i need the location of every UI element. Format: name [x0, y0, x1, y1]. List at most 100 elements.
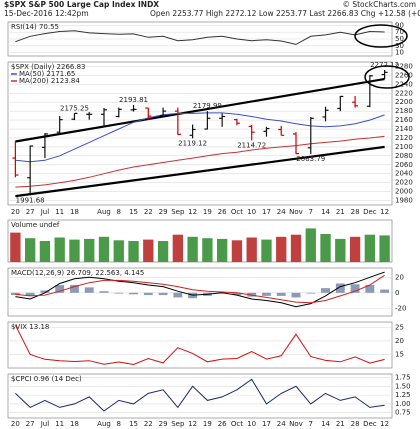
y-tick-label: 2280	[395, 62, 413, 70]
series-line	[15, 112, 385, 163]
histogram-bar	[306, 292, 316, 294]
y-tick-label: 2140	[395, 125, 413, 133]
y-tick-label: 90	[395, 21, 404, 29]
volume-bar	[335, 238, 346, 262]
volume-bar	[84, 238, 95, 262]
x-tick-label: 18	[70, 208, 79, 216]
y-tick-label: 2100	[395, 143, 413, 151]
y-tick-label: 0	[395, 289, 399, 297]
volume-bar	[216, 238, 228, 262]
volume-bar	[69, 239, 80, 262]
histogram-bar	[40, 290, 50, 293]
histogram-bar	[99, 291, 109, 293]
volume-bar	[143, 239, 154, 262]
x-tick-label: 10	[247, 420, 256, 428]
panel-frame	[7, 373, 393, 419]
histogram-bar	[25, 292, 35, 296]
histogram-bar	[321, 288, 330, 293]
y-tick-label: 2060	[395, 161, 413, 169]
x-tick-label: Oct	[231, 208, 243, 216]
x-tick-label: 15	[129, 208, 138, 216]
low-label: 2083.79	[296, 155, 325, 163]
y-tick-label: 2000	[395, 188, 413, 196]
panel-title: $SPX (Daily) 2266.83	[11, 63, 85, 71]
y-tick-label: 2200	[395, 98, 413, 106]
histogram-bar	[262, 292, 271, 296]
volume-bar	[172, 234, 184, 262]
x-tick-label: 10	[247, 208, 256, 216]
y-tick-label: 25	[395, 323, 404, 331]
y-tick-label: -20	[395, 304, 406, 312]
volume-bar	[320, 234, 331, 262]
volume-bar	[54, 237, 65, 262]
y-tick-label: 1.00	[395, 400, 411, 408]
high-label: 2193.81	[119, 96, 148, 104]
panel-title: MACD(12,26,9) 26.709, 22.563, 4.145	[11, 269, 144, 277]
y-tick-label: 20	[395, 273, 404, 281]
panel-frame	[7, 267, 393, 317]
x-tick-label: 22	[144, 420, 153, 428]
x-tick-label: 7	[309, 420, 313, 428]
x-tick-label: 20	[11, 208, 20, 216]
volume-bar	[349, 236, 361, 262]
histogram-bar	[291, 292, 301, 298]
series-line	[15, 271, 385, 308]
y-tick-label: 50	[395, 35, 404, 43]
volume-bar	[231, 240, 243, 262]
histogram-bar	[365, 285, 375, 293]
x-tick-label: 19	[203, 420, 212, 428]
x-tick-label: 26	[218, 420, 227, 428]
y-tick-label: 2220	[395, 89, 413, 97]
y-tick-label: 2160	[395, 116, 413, 124]
x-tick-label: 26	[218, 208, 227, 216]
histogram-bar	[55, 285, 65, 293]
volume-bar	[24, 238, 36, 262]
histogram-bar	[84, 287, 94, 293]
y-tick-label: 2260	[395, 71, 413, 79]
low-label: 2114.72	[237, 141, 266, 149]
volume-bar	[276, 236, 287, 262]
x-tick-label: Jul	[40, 208, 50, 216]
x-tick-label: 29	[159, 208, 168, 216]
x-tick-label: 12	[380, 208, 389, 216]
volume-bar	[379, 235, 390, 262]
x-tick-label: 12	[380, 420, 389, 428]
volume-bar	[128, 241, 139, 262]
x-tick-label: 14	[321, 420, 330, 428]
trend-line	[15, 145, 385, 198]
histogram-bar	[114, 292, 124, 294]
x-tick-label: 29	[159, 420, 168, 428]
x-tick-label: 12	[188, 420, 197, 428]
x-tick-label: 28	[351, 420, 360, 428]
x-tick-label: Jul	[40, 420, 50, 428]
highlight-circle	[354, 24, 408, 48]
x-tick-label: Sep	[171, 420, 185, 428]
y-tick-label: 2040	[395, 170, 413, 178]
volume-bar	[246, 237, 257, 262]
panel-title: RSI(14) 70.55	[11, 23, 59, 31]
high-label: 2179.99	[193, 102, 222, 110]
date: 15-Dec-2016 12:42pm	[4, 9, 89, 18]
series-line	[15, 135, 385, 188]
volume-bar	[157, 241, 169, 262]
legend-label: MA(50) 2171.65	[19, 70, 75, 78]
x-tick-label: 11	[55, 420, 64, 428]
y-tick-label: 30	[395, 42, 404, 50]
panel-title: $VIX 13.18	[11, 323, 49, 331]
low-label: 1991.68	[16, 196, 45, 204]
y-tick-label: 2120	[395, 134, 413, 142]
x-tick-label: 15	[129, 420, 138, 428]
x-tick-label: 8	[117, 420, 121, 428]
y-tick-label: 15	[395, 350, 404, 358]
series-line	[14, 324, 385, 366]
volume-bar	[202, 238, 213, 262]
trend-line	[15, 77, 385, 143]
histogram-bar	[276, 292, 286, 296]
x-tick-label: 24	[277, 420, 286, 428]
x-tick-label: 28	[351, 208, 360, 216]
y-tick-label: 70	[395, 28, 404, 36]
histogram-bar	[129, 292, 138, 295]
x-tick-label: 20	[11, 420, 20, 428]
